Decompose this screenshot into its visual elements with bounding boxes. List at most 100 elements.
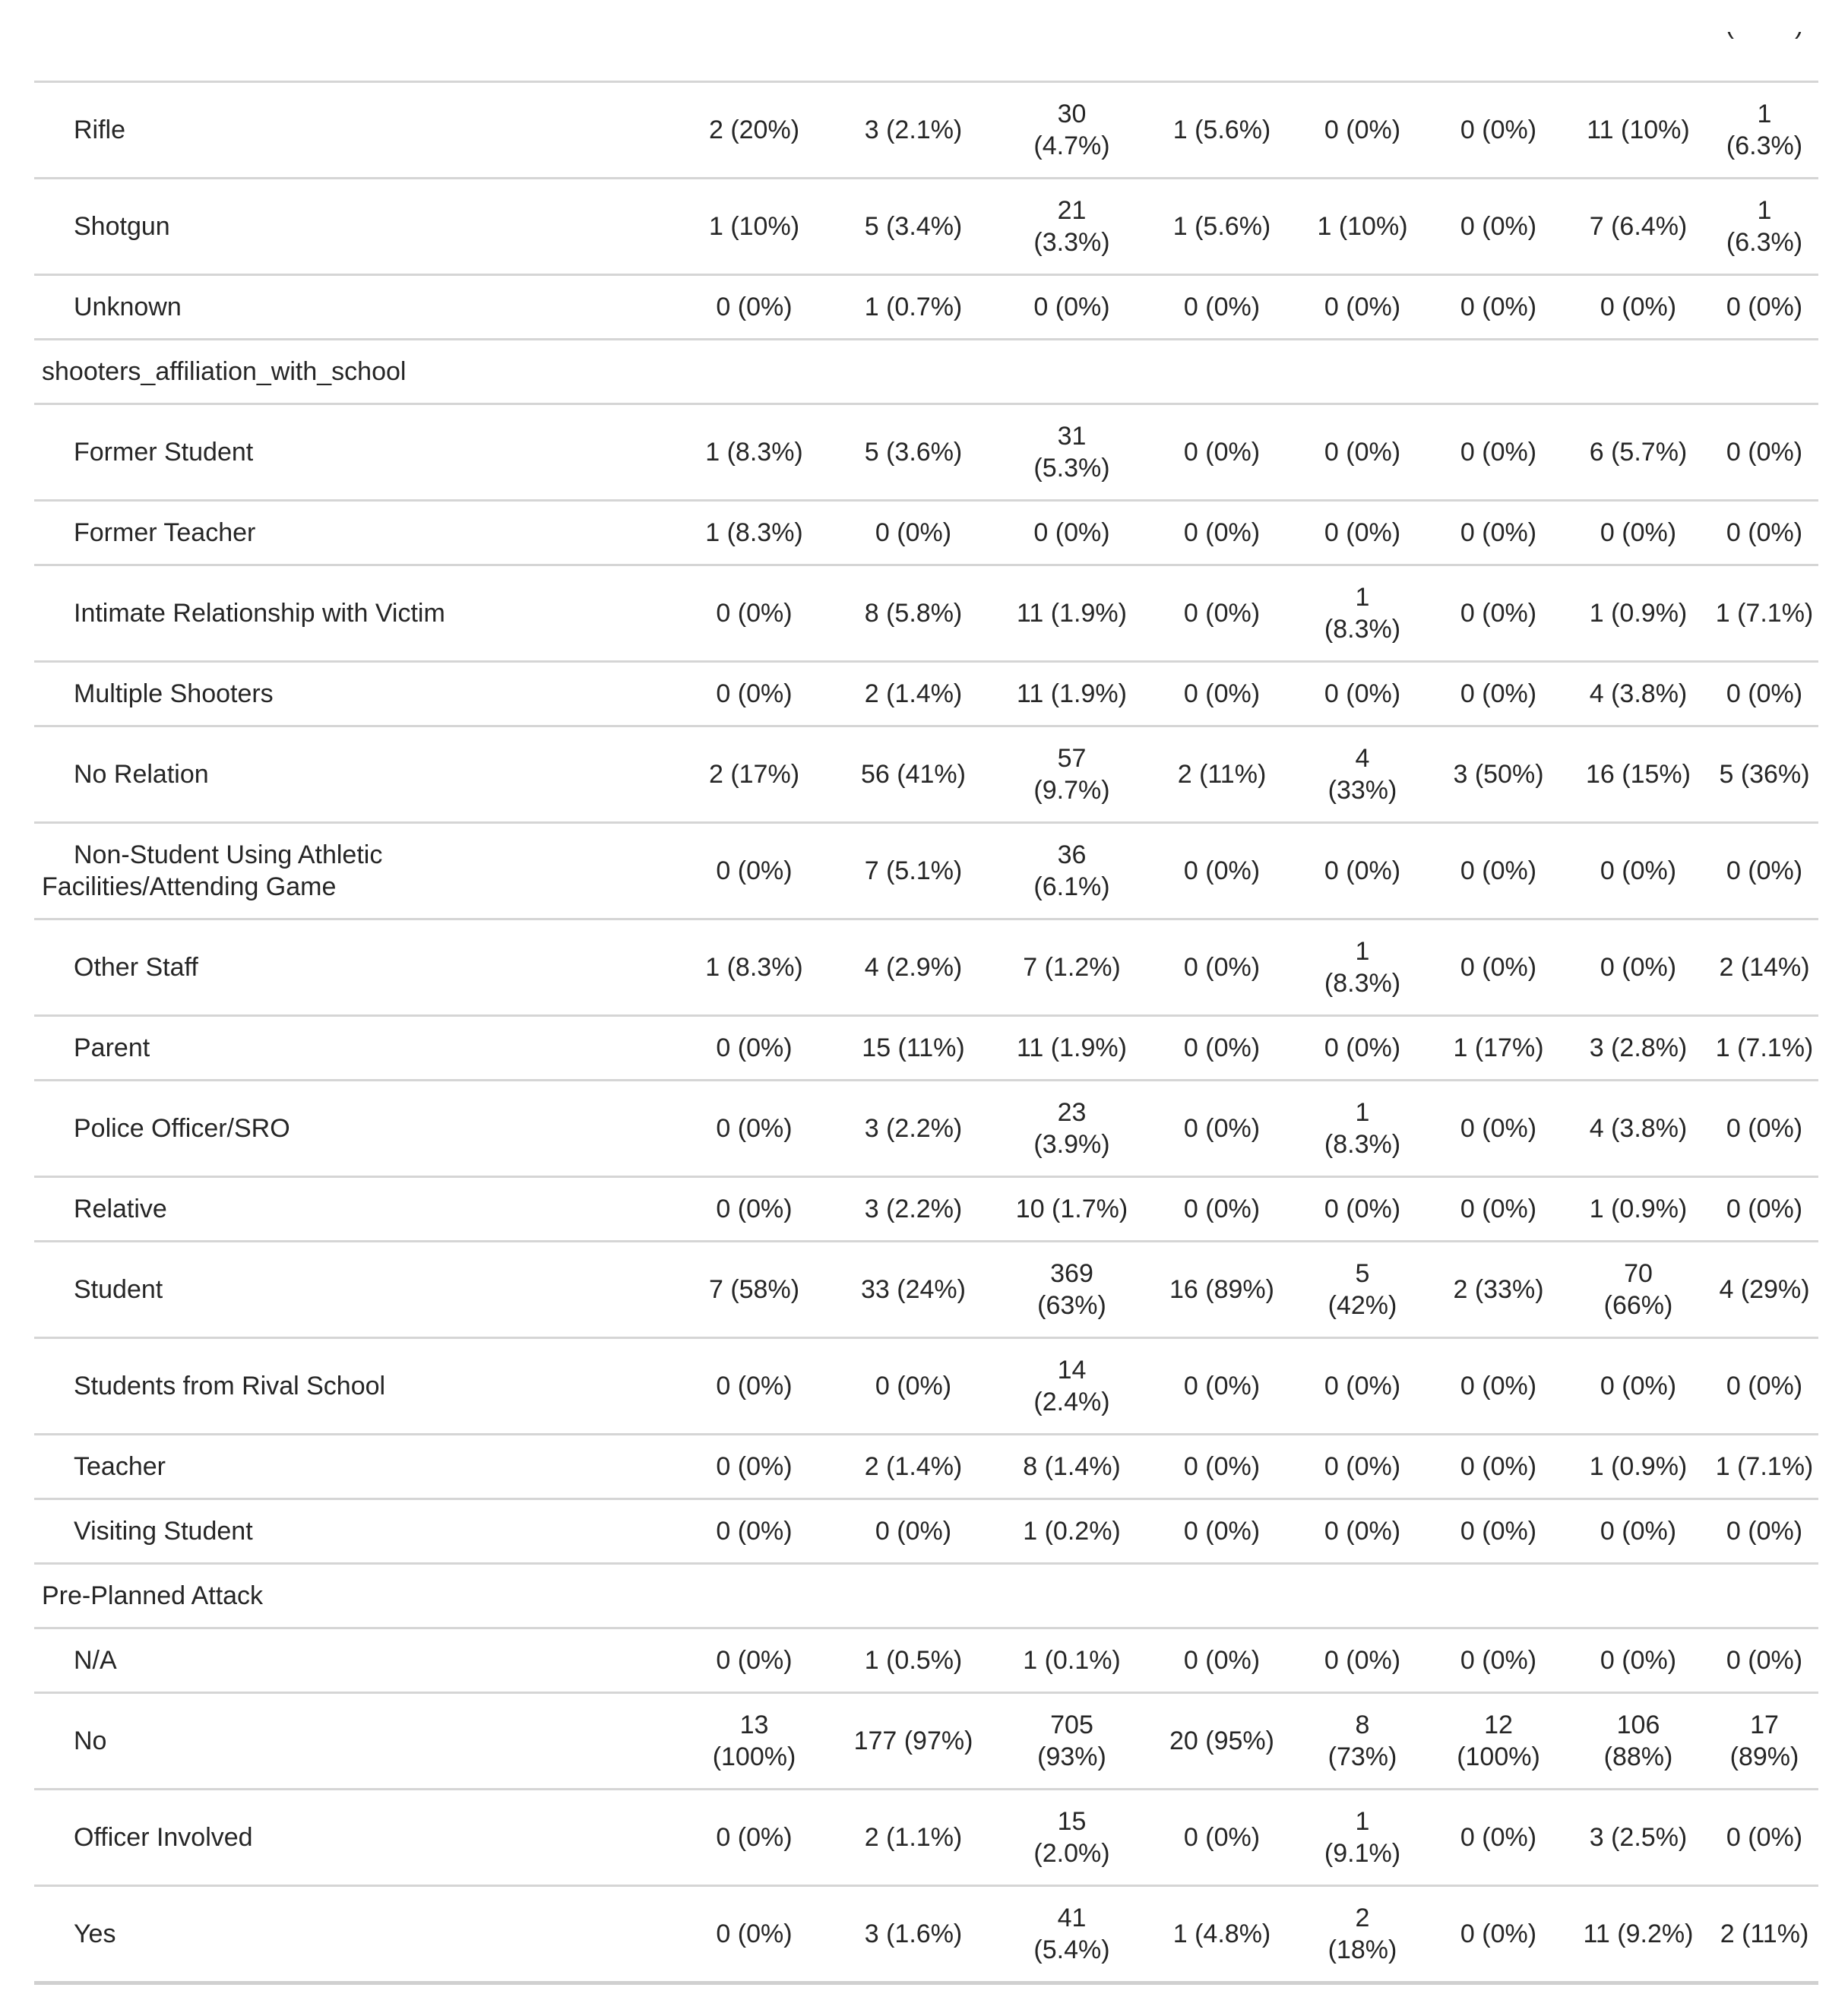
data-cell: 1 (7.1%) (1710, 1014, 1818, 1081)
data-cell: 7 (1.2%) (994, 918, 1150, 1016)
group-header-row: Pre-Planned Attack (34, 1562, 1818, 1628)
data-cell: 0 (0%) (676, 1498, 833, 1564)
data-cell: 0 (0%) (1431, 1498, 1566, 1564)
data-cell: 1 (8.3%) (1294, 1079, 1431, 1177)
data-cell: 4 (33%) (1294, 725, 1431, 823)
data-cell: 1 (0.9%) (1566, 1176, 1710, 1242)
data-cell: 0 (0%) (1566, 821, 1710, 919)
data-cell: 11 (1.9%) (994, 660, 1150, 726)
data-cell: 2 (1.1%) (833, 1788, 994, 1886)
data-cell: 20 (95%) (1150, 1692, 1294, 1790)
data-cell: 0 (0%) (1566, 274, 1710, 340)
data-cell: 2 (14%) (1710, 918, 1818, 1016)
data-cell: 369 (63%) (994, 1240, 1150, 1338)
data-cell: 0 (0%) (1150, 1498, 1294, 1564)
data-cell: 0 (0%) (1150, 1014, 1294, 1081)
group-label: shooters_affiliation_with_school (34, 338, 676, 404)
data-cell: 0 (0%) (1566, 499, 1710, 565)
data-cell (1150, 1562, 1294, 1628)
data-cell: 5 (3.6%) (833, 403, 994, 501)
row-label: Former Student (34, 403, 676, 501)
data-cell: 3 (2.8%) (1566, 1014, 1710, 1081)
data-cell: 7 (6.4%) (1566, 177, 1710, 275)
table-row: No 13 (100%) 177 (97%) 705 (93%) 20 (95%) 8 (… (34, 1692, 1818, 1790)
data-cell: 1 (0.7%) (833, 274, 994, 340)
data-cell (676, 338, 833, 404)
table-row: Unknown 0 (0%) 1 (0.7%) 0 (0%) 0 (0%) 0 (0%) 0… (34, 274, 1818, 340)
data-cell: 3 (2.1%) (833, 81, 994, 179)
data-cell: 16 (89%) (1150, 1240, 1294, 1338)
clipped-cell-fragment: ( ) (1714, 32, 1815, 49)
data-cell: 0 (0%) (676, 1885, 833, 1981)
footnote: 1n (%) (34, 1981, 1818, 1997)
data-cell: 0 (0%) (1431, 918, 1566, 1016)
data-cell (833, 338, 994, 404)
data-cell: 0 (0%) (1150, 1627, 1294, 1693)
data-cell: 0 (0%) (1431, 1433, 1566, 1499)
data-cell: 106 (88%) (1566, 1692, 1710, 1790)
row-label: Other Staff (34, 918, 676, 1016)
row-label: Former Teacher (34, 499, 676, 565)
data-cell (1431, 338, 1566, 404)
data-cell: 41 (5.4%) (994, 1885, 1150, 1981)
data-cell: 3 (2.2%) (833, 1176, 994, 1242)
table-row: Former Teacher 1 (8.3%) 0 (0%) 0 (0%) 0 (0%)… (34, 499, 1818, 565)
data-cell: 0 (0%) (833, 1498, 994, 1564)
row-label: Unknown (34, 274, 676, 340)
row-label: Non-Student Using Athletic Facilities/At… (34, 821, 676, 919)
data-cell: 57 (9.7%) (994, 725, 1150, 823)
data-cell: 0 (0%) (676, 1176, 833, 1242)
data-cell: 10 (1.7%) (994, 1176, 1150, 1242)
data-cell: 3 (50%) (1431, 725, 1566, 823)
data-cell: 4 (3.8%) (1566, 660, 1710, 726)
data-cell: 0 (0%) (1710, 1788, 1818, 1886)
data-cell: 15 (2.0%) (994, 1788, 1150, 1886)
data-cell: 0 (0%) (1150, 274, 1294, 340)
data-cell: 1 (6.3%) (1710, 81, 1818, 179)
clipped-paren-close: ) (1795, 32, 1803, 41)
data-cell: 1 (8.3%) (676, 403, 833, 501)
data-cell (1710, 338, 1818, 404)
table-row: Former Student 1 (8.3%) 5 (3.6%) 31 (5.3%) 0… (34, 403, 1818, 501)
data-cell: 0 (0%) (1150, 1337, 1294, 1435)
data-cell: 0 (0%) (1431, 403, 1566, 501)
data-cell: 5 (42%) (1294, 1240, 1431, 1338)
data-cell: 0 (0%) (1150, 918, 1294, 1016)
data-cell: 0 (0%) (1431, 1885, 1566, 1981)
data-cell: 5 (36%) (1710, 725, 1818, 823)
table-row: N/A 0 (0%) 1 (0.5%) 1 (0.1%) 0 (0%) 0 (0%) 0 (… (34, 1627, 1818, 1693)
data-cell: 0 (0%) (1710, 499, 1818, 565)
table-row: Other Staff 1 (8.3%) 4 (2.9%) 7 (1.2%) 0 (0%… (34, 918, 1818, 1016)
data-cell: 1 (8.3%) (1294, 918, 1431, 1016)
data-cell: 0 (0%) (1431, 1337, 1566, 1435)
data-cell: 11 (10%) (1566, 81, 1710, 179)
data-cell: 0 (0%) (1294, 499, 1431, 565)
data-cell: 0 (0%) (994, 499, 1150, 565)
data-cell (833, 1562, 994, 1628)
data-cell: 1 (8.3%) (1294, 564, 1431, 662)
data-cell: 1 (8.3%) (676, 918, 833, 1016)
data-cell: 11 (1.9%) (994, 1014, 1150, 1081)
data-cell: 0 (0%) (1150, 660, 1294, 726)
data-cell: 0 (0%) (1431, 660, 1566, 726)
clipped-paren-open: ( (1726, 32, 1734, 41)
data-cell: 0 (0%) (833, 499, 994, 565)
row-label: Relative (34, 1176, 676, 1242)
table-row: Rifle 2 (20%) 3 (2.1%) 30 (4.7%) 1 (5.6%) 0 (… (34, 81, 1818, 179)
data-cell: 1 (0.9%) (1566, 1433, 1710, 1499)
data-cell: 3 (2.5%) (1566, 1788, 1710, 1886)
table-row: Teacher 0 (0%) 2 (1.4%) 8 (1.4%) 0 (0%) 0 (0%… (34, 1433, 1818, 1499)
data-cell: 1 (0.1%) (994, 1627, 1150, 1693)
row-label: Rifle (34, 81, 676, 179)
data-cell: 0 (0%) (1431, 274, 1566, 340)
data-cell: 0 (0%) (1710, 821, 1818, 919)
data-cell: 1 (7.1%) (1710, 564, 1818, 662)
data-cell (1431, 1562, 1566, 1628)
data-cell: 15 (11%) (833, 1014, 994, 1081)
data-cell: 0 (0%) (1431, 177, 1566, 275)
table-row: Shotgun 1 (10%) 5 (3.4%) 21 (3.3%) 1 (5.6%) 1… (34, 177, 1818, 275)
data-cell: 0 (0%) (1431, 499, 1566, 565)
data-cell: 0 (0%) (1294, 274, 1431, 340)
data-cell: 17 (89%) (1710, 1692, 1818, 1790)
data-cell: 0 (0%) (1294, 1627, 1431, 1693)
